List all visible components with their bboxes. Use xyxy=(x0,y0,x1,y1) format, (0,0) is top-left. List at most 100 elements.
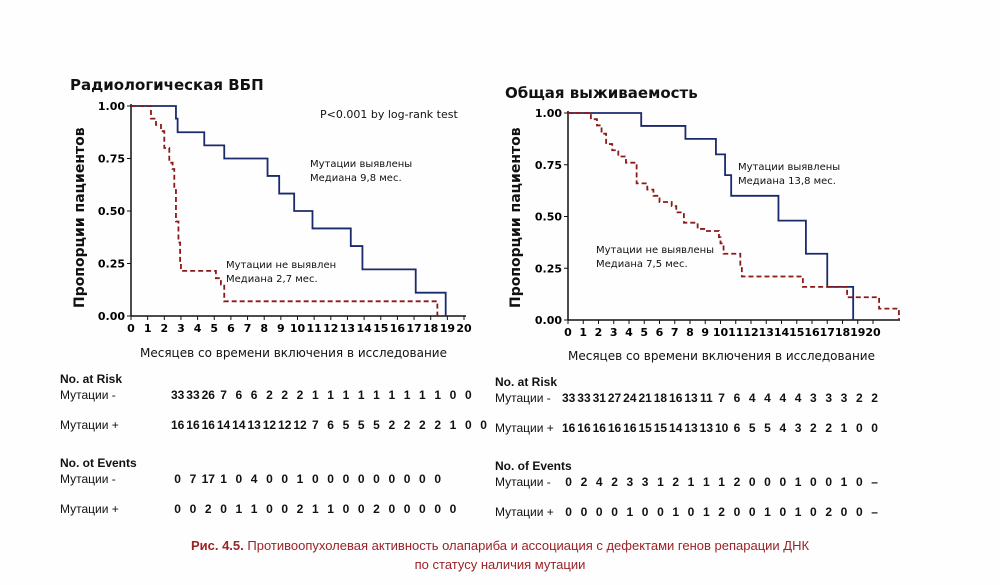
table-cell: 0 xyxy=(449,388,457,402)
table-cell: 2 xyxy=(810,421,817,435)
table-cell: 6 xyxy=(235,388,243,402)
table-cell: 14 xyxy=(669,421,683,435)
table-cell: 0 xyxy=(342,472,350,486)
table-cell: 2 xyxy=(825,505,833,519)
label-line: Медиана 2,7 мес. xyxy=(226,274,318,285)
table-cell: 12 xyxy=(278,418,292,432)
x-tick-label: 19 xyxy=(440,322,455,335)
table-cell: 3 xyxy=(825,391,833,405)
table-cell: 14 xyxy=(232,418,246,432)
x-tick-label: 10 xyxy=(713,326,729,339)
table-cell: 2 xyxy=(281,388,289,402)
table-cell: 11 xyxy=(699,391,713,405)
table-cell: 0 xyxy=(480,418,487,432)
label-line: Мутации выявлены xyxy=(738,162,841,173)
table-cell: 7 xyxy=(718,391,725,405)
x-tick-label: 9 xyxy=(701,326,709,339)
y-tick-label: 0.75 xyxy=(535,159,562,172)
x-tick-label: 9 xyxy=(277,322,285,335)
table-cell: 3 xyxy=(810,391,817,405)
x-tick-label: 17 xyxy=(820,326,835,339)
table-cell: 1 xyxy=(718,475,725,489)
table-cell: 13 xyxy=(699,421,713,435)
table-cell: 5 xyxy=(373,418,380,432)
chart2-label-nomut: Мутации не выявлены Медиана 7,5 мес. xyxy=(596,244,714,272)
table-cell: 1 xyxy=(449,418,457,432)
table-cell: 1 xyxy=(840,475,848,489)
table-cell: 6 xyxy=(250,388,258,402)
table-cell: 0 xyxy=(580,505,588,519)
table-cell: 2 xyxy=(204,502,212,516)
table-cell: 0 xyxy=(388,472,396,486)
survival-curve-mutation-not-detected xyxy=(568,112,900,320)
label-line: Медиана 13,8 мес. xyxy=(738,176,836,187)
table-cell: 0 xyxy=(419,472,426,486)
table-cell: 0 xyxy=(825,475,833,489)
table-cell: 21 xyxy=(638,391,652,405)
x-tick-label: 20 xyxy=(865,326,881,339)
x-tick-label: 1 xyxy=(144,322,152,335)
events-row-mutation-positive: Мутации +0 0 0 0 1 0 0 1 0 1 2 0 0 1 0 1 0 2 0 0– xyxy=(495,505,882,519)
table-cell: 33 xyxy=(577,391,591,405)
table-cell: 0 xyxy=(220,502,227,516)
table-cell: 2 xyxy=(296,388,304,402)
y-tick-label: 1.00 xyxy=(98,100,125,113)
x-tick-label: 2 xyxy=(595,326,603,339)
table-cell: 4 xyxy=(595,475,603,489)
table-cell: 1 xyxy=(357,388,365,402)
table-cell: 13 xyxy=(684,421,698,435)
table-cell: 1 xyxy=(419,388,426,402)
x-tick-label: 8 xyxy=(260,322,268,335)
chart1-ylabel: Пропорции пациентов xyxy=(72,127,88,308)
x-tick-label: 17 xyxy=(406,322,421,335)
table-cell: 27 xyxy=(607,391,622,405)
table-cell: 15 xyxy=(638,421,652,435)
table-cell: 0 xyxy=(748,505,756,519)
table-cell: 0 xyxy=(464,418,472,432)
table-cell: 1 xyxy=(702,475,710,489)
table-cell: 0 xyxy=(565,505,572,519)
table-cell: 2 xyxy=(434,418,442,432)
table-cell: 2 xyxy=(733,475,741,489)
row-label: Мутации + xyxy=(495,505,554,519)
table-cell: 3 xyxy=(641,475,649,489)
table-cell: 3 xyxy=(794,421,802,435)
label-line: Медиана 7,5 мес. xyxy=(596,259,688,270)
x-tick-label: 12 xyxy=(743,326,758,339)
table-cell: 2 xyxy=(871,391,878,405)
table-cell: 7 xyxy=(220,388,227,402)
table-cell: 16 xyxy=(201,418,215,432)
x-tick-label: 18 xyxy=(423,322,438,335)
x-tick-label: 14 xyxy=(774,326,790,339)
table-cell: 1 xyxy=(702,505,710,519)
x-tick-label: 11 xyxy=(728,326,743,339)
caption-label: Рис. 4.5. xyxy=(190,538,244,553)
table-cell: 2 xyxy=(373,502,380,516)
x-tick-label: 6 xyxy=(227,322,235,335)
table-cell: 0 xyxy=(687,505,695,519)
table-cell: 14 xyxy=(216,418,231,432)
y-tick-label: 0.75 xyxy=(98,153,125,166)
table-cell: 5 xyxy=(342,418,350,432)
row-label: Мутации - xyxy=(495,391,551,405)
table-cell: 6 xyxy=(733,421,741,435)
label-line: Медиана 9,8 мес. xyxy=(310,173,402,184)
table-cell: 1 xyxy=(220,472,227,486)
row-label: Мутации - xyxy=(60,472,116,486)
table-cell: 2 xyxy=(266,388,273,402)
events-row-mutation-negative: Мутации -0 7 17 1 0 4 0 0 1 0 0 0 0 0 0 0 0 0 xyxy=(60,472,445,486)
table-cell: 2 xyxy=(825,421,833,435)
table-cell: 5 xyxy=(764,421,771,435)
y-tick-label: 0.50 xyxy=(535,211,562,224)
x-tick-label: 12 xyxy=(323,322,338,335)
table-cell: 2 xyxy=(403,418,411,432)
risk-row-mutation-positive: Мутации +16 16 16 14 14 13 12 12 12 7 6 5 5 5 2 2 2 2 1 0 0 xyxy=(60,418,491,432)
survival-curve-mutation-detected xyxy=(568,112,855,320)
chart2-title: Общая выживаемость xyxy=(505,84,698,102)
table-cell: 13 xyxy=(684,391,698,405)
table-cell: 33 xyxy=(170,388,185,402)
table-cell: 1 xyxy=(434,388,442,402)
table-cell: 1 xyxy=(235,502,243,516)
chart1-label-mut: Мутации выявлены Медиана 9,8 мес. xyxy=(310,158,412,186)
